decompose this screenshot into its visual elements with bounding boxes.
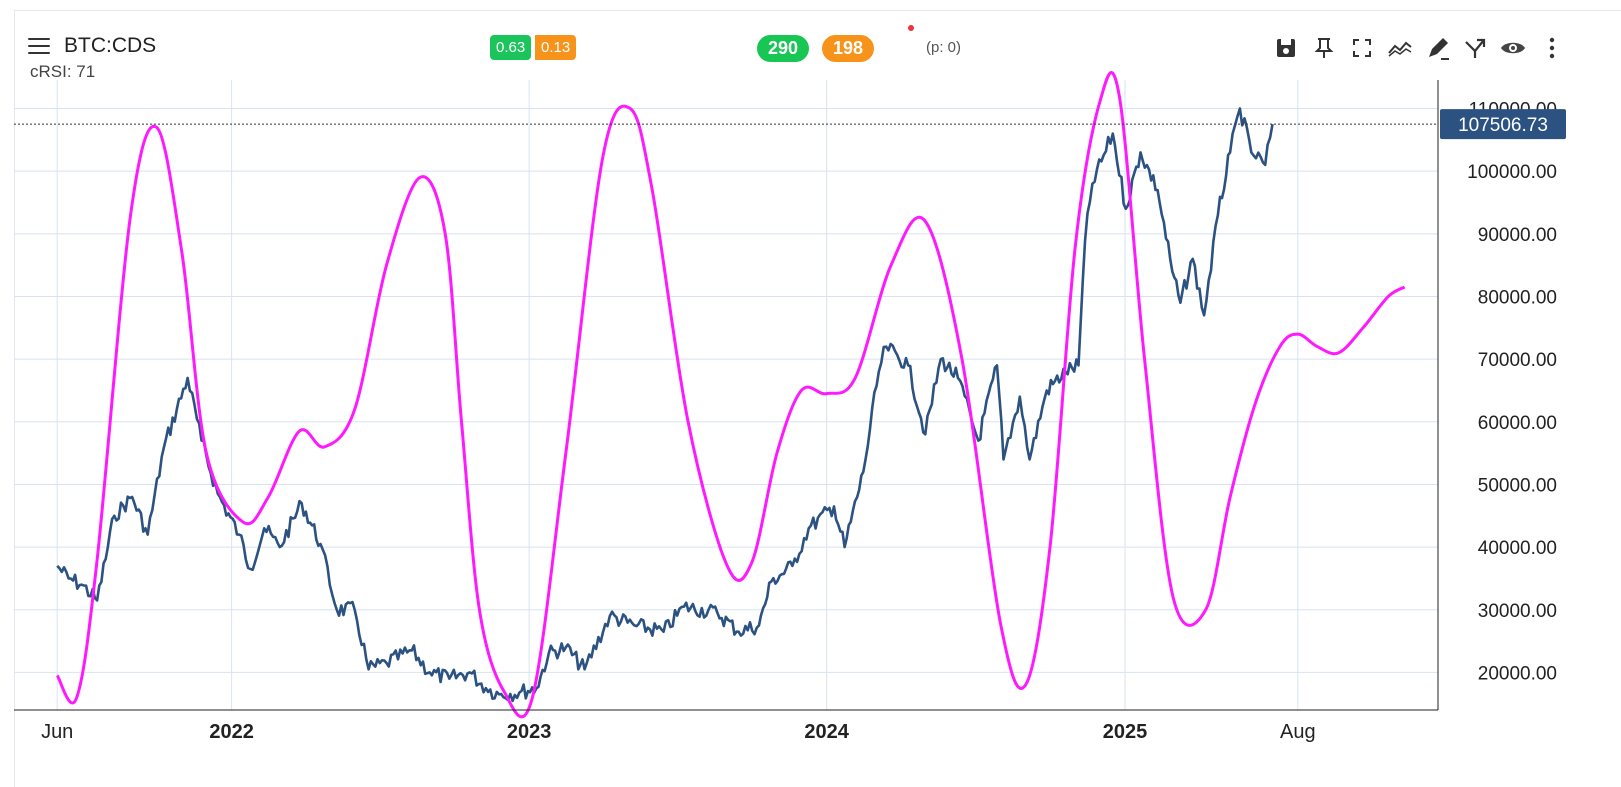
x-axis: Jun 2022 2023 2024 2025 Aug bbox=[14, 709, 1438, 743]
chart-frame bbox=[14, 10, 1621, 787]
price-line bbox=[56, 107, 1274, 703]
pill-green-count: 290 bbox=[757, 35, 810, 62]
y-tick-label: 100000.00 bbox=[1467, 162, 1557, 183]
chart-header: BTC:CDS cRSI: 71 0.63 0.13 290 198 (p: 0… bbox=[0, 0, 1621, 96]
notification-dot bbox=[908, 25, 914, 31]
chart-series bbox=[55, 70, 1406, 719]
pill-orange-count: 198 bbox=[822, 35, 875, 62]
indicator-value: cRSI: 71 bbox=[30, 62, 96, 81]
pill-info: (p: 0) bbox=[926, 39, 962, 56]
x-tick-label: 2023 bbox=[507, 721, 552, 743]
fork-icon[interactable] bbox=[1462, 34, 1490, 62]
hamburger-menu-icon[interactable] bbox=[28, 38, 50, 56]
x-tick-label: 2024 bbox=[804, 721, 849, 743]
badge-green-value: 0.63 bbox=[490, 35, 532, 60]
cycle-line bbox=[55, 70, 1406, 719]
y-tick-label: 90000.00 bbox=[1478, 225, 1557, 246]
fullscreen-icon[interactable] bbox=[1348, 34, 1376, 62]
y-tick-label: 70000.00 bbox=[1478, 350, 1557, 371]
more-icon[interactable] bbox=[1538, 34, 1566, 62]
last-price-box bbox=[1440, 109, 1566, 140]
y-tick-label: 60000.00 bbox=[1478, 413, 1557, 434]
last-price-label: 107506.73 bbox=[1458, 115, 1548, 136]
eye-icon[interactable] bbox=[1499, 34, 1527, 62]
symbol-title[interactable]: BTC:CDS bbox=[64, 34, 157, 57]
grid-lines bbox=[14, 80, 1438, 710]
y-tick-label: 30000.00 bbox=[1478, 601, 1557, 622]
x-tick-label: 2022 bbox=[209, 721, 254, 743]
y-tick-label: 40000.00 bbox=[1478, 538, 1557, 559]
draw-icon[interactable] bbox=[1424, 34, 1452, 62]
y-tick-label: 20000.00 bbox=[1478, 663, 1557, 684]
x-tick-label: Jun bbox=[41, 721, 73, 743]
y-tick-label: 80000.00 bbox=[1478, 287, 1557, 308]
pin-icon[interactable] bbox=[1310, 34, 1338, 62]
y-axis: 20000.00 30000.00 40000.00 50000.00 60000.00… bbox=[1437, 80, 1557, 710]
badge-orange-value: 0.13 bbox=[535, 35, 577, 60]
y-tick-label: 50000.00 bbox=[1478, 475, 1557, 496]
last-price-marker: 107506.73 bbox=[14, 109, 1566, 140]
trend-icon[interactable] bbox=[1386, 34, 1414, 62]
x-tick-label: 2025 bbox=[1103, 721, 1148, 743]
save-icon[interactable] bbox=[1272, 34, 1300, 62]
x-tick-label: Aug bbox=[1280, 721, 1316, 743]
